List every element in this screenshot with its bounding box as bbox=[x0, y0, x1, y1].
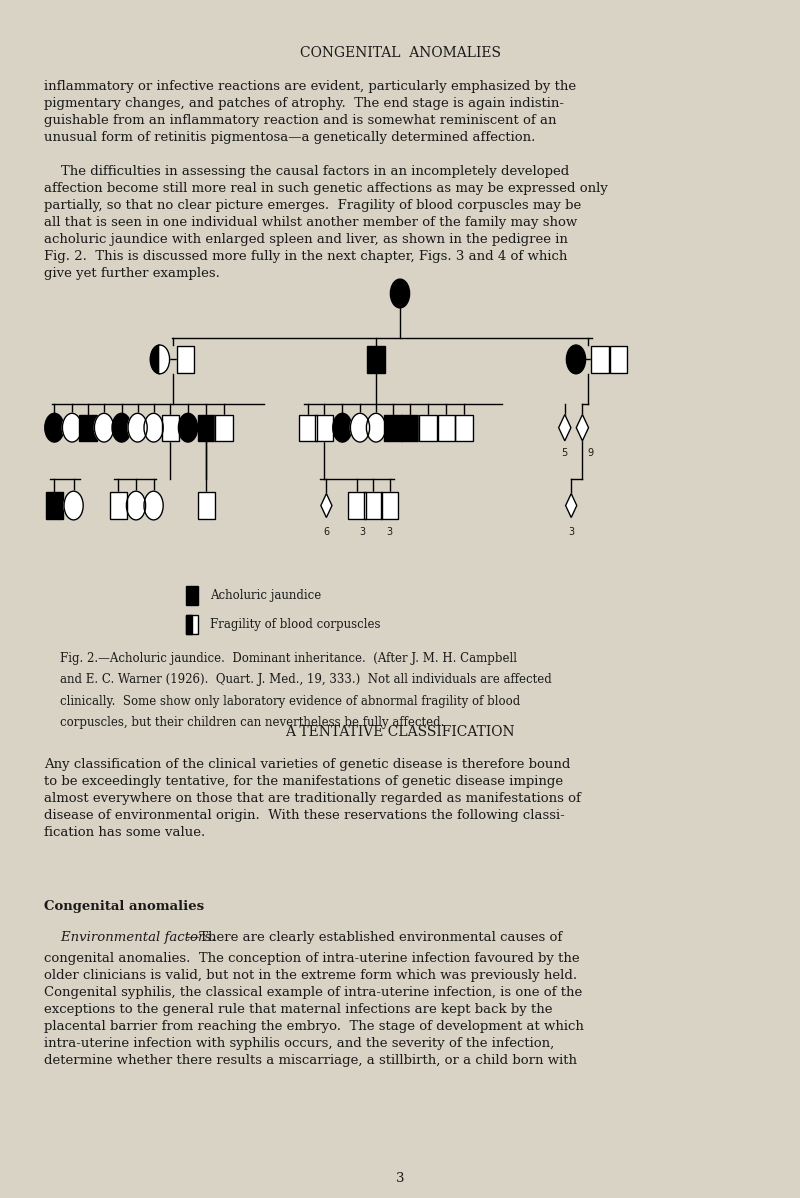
Text: Fig. 2.—Acholuric jaundice.  Dominant inheritance.  (After J. M. H. Campbell: Fig. 2.—Acholuric jaundice. Dominant inh… bbox=[60, 652, 517, 665]
Bar bbox=[198, 415, 215, 441]
Bar bbox=[215, 415, 233, 441]
Circle shape bbox=[62, 413, 82, 442]
Bar bbox=[364, 492, 382, 519]
Text: Congenital anomalies: Congenital anomalies bbox=[44, 900, 204, 913]
Wedge shape bbox=[150, 345, 160, 374]
Bar bbox=[215, 415, 233, 441]
Bar bbox=[455, 415, 473, 441]
Bar bbox=[367, 346, 385, 373]
Bar bbox=[348, 492, 366, 519]
Bar bbox=[162, 415, 179, 441]
Text: 3: 3 bbox=[386, 527, 393, 537]
Bar bbox=[177, 346, 194, 373]
Bar bbox=[381, 492, 398, 519]
Polygon shape bbox=[566, 494, 577, 518]
Circle shape bbox=[178, 413, 198, 442]
Text: corpuscles, but their children can nevertheless be fully affected.: corpuscles, but their children can never… bbox=[60, 716, 444, 730]
Bar bbox=[438, 415, 455, 441]
Bar bbox=[186, 615, 192, 634]
Text: Acholuric jaundice: Acholuric jaundice bbox=[210, 589, 322, 601]
Polygon shape bbox=[576, 415, 589, 441]
Bar bbox=[162, 415, 179, 441]
Text: —There are clearly established environmental causes of: —There are clearly established environme… bbox=[186, 931, 562, 944]
Bar bbox=[79, 415, 97, 441]
Bar bbox=[299, 415, 317, 441]
Bar bbox=[591, 346, 609, 373]
Circle shape bbox=[144, 413, 163, 442]
Bar bbox=[401, 415, 418, 441]
Bar bbox=[348, 492, 366, 519]
Circle shape bbox=[350, 413, 370, 442]
Circle shape bbox=[94, 413, 114, 442]
Circle shape bbox=[126, 491, 146, 520]
Text: 3: 3 bbox=[568, 527, 574, 537]
Wedge shape bbox=[160, 345, 170, 374]
Circle shape bbox=[566, 345, 586, 374]
Bar bbox=[419, 415, 437, 441]
Text: 3: 3 bbox=[396, 1172, 404, 1185]
Circle shape bbox=[64, 491, 83, 520]
Polygon shape bbox=[558, 415, 571, 441]
Bar bbox=[46, 492, 63, 519]
Text: 5: 5 bbox=[562, 448, 568, 458]
Bar bbox=[110, 492, 127, 519]
Bar bbox=[315, 415, 333, 441]
Text: 6: 6 bbox=[323, 527, 330, 537]
Text: and E. C. Warner (1926).  Quart. J. Med., 19, 333.)  Not all individuals are aff: and E. C. Warner (1926). Quart. J. Med.,… bbox=[60, 673, 552, 686]
Bar bbox=[198, 492, 215, 519]
Text: 3: 3 bbox=[359, 527, 366, 537]
Text: Environmental factors.: Environmental factors. bbox=[44, 931, 215, 944]
Circle shape bbox=[128, 413, 147, 442]
Text: A TENTATIVE CLASSIFICATION: A TENTATIVE CLASSIFICATION bbox=[285, 725, 515, 739]
Bar bbox=[610, 346, 627, 373]
Bar bbox=[110, 492, 127, 519]
Bar bbox=[438, 415, 455, 441]
Bar bbox=[381, 492, 398, 519]
Text: congenital anomalies.  The conception of intra-uterine infection favoured by the: congenital anomalies. The conception of … bbox=[44, 952, 584, 1067]
Bar bbox=[315, 415, 333, 441]
Circle shape bbox=[333, 413, 352, 442]
Text: Fragility of blood corpuscles: Fragility of blood corpuscles bbox=[210, 618, 381, 630]
Circle shape bbox=[112, 413, 131, 442]
Text: The difficulties in assessing the causal factors in an incompletely developed
af: The difficulties in assessing the causal… bbox=[44, 165, 608, 280]
Polygon shape bbox=[321, 494, 332, 518]
Text: clinically.  Some show only laboratory evidence of abnormal fragility of blood: clinically. Some show only laboratory ev… bbox=[60, 695, 520, 708]
Bar bbox=[364, 492, 382, 519]
Text: 9: 9 bbox=[587, 448, 594, 458]
Bar bbox=[186, 615, 198, 634]
Text: CONGENITAL  ANOMALIES: CONGENITAL ANOMALIES bbox=[299, 46, 501, 60]
Bar bbox=[419, 415, 437, 441]
Text: inflammatory or infective reactions are evident, particularly emphasized by the
: inflammatory or infective reactions are … bbox=[44, 80, 576, 144]
Bar bbox=[591, 346, 609, 373]
Bar bbox=[299, 415, 317, 441]
Bar bbox=[610, 346, 627, 373]
Circle shape bbox=[366, 413, 386, 442]
Bar bbox=[177, 346, 194, 373]
Bar bbox=[384, 415, 402, 441]
Circle shape bbox=[144, 491, 163, 520]
Bar bbox=[198, 492, 215, 519]
Circle shape bbox=[390, 279, 410, 308]
Bar bbox=[455, 415, 473, 441]
Bar bbox=[186, 615, 198, 634]
Circle shape bbox=[45, 413, 64, 442]
Bar bbox=[186, 586, 198, 605]
Text: Any classification of the clinical varieties of genetic disease is therefore bou: Any classification of the clinical varie… bbox=[44, 758, 581, 840]
